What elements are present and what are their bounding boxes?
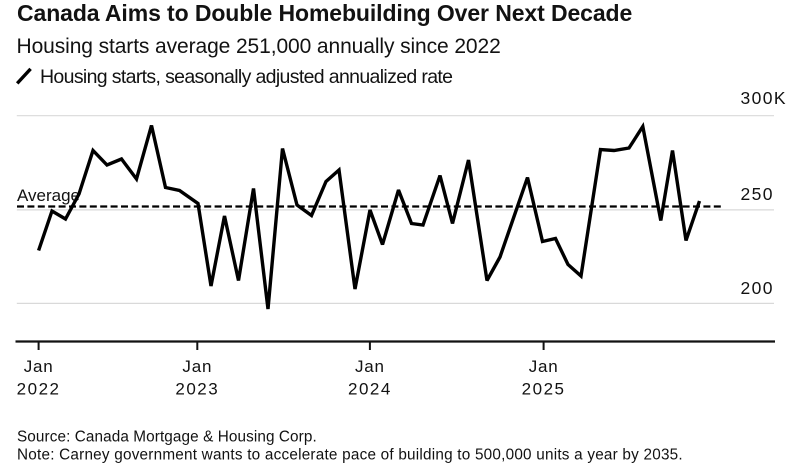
svg-text:Note: Carney government wants: Note: Carney government wants to acceler… (17, 446, 683, 463)
svg-text:2022: 2022 (17, 379, 61, 398)
svg-text:Source: Canada Mortgage & Hous: Source: Canada Mortgage & Housing Corp. (17, 429, 317, 446)
svg-text:Average: Average (17, 186, 80, 205)
svg-text:200: 200 (741, 278, 774, 298)
svg-text:2023: 2023 (175, 379, 219, 398)
svg-text:Jan: Jan (355, 357, 385, 376)
svg-text:Jan: Jan (182, 357, 212, 376)
svg-text:2024: 2024 (348, 379, 392, 398)
svg-text:Canada Aims to Double Homebuil: Canada Aims to Double Homebuilding Over … (17, 0, 632, 26)
svg-text:2025: 2025 (522, 379, 566, 398)
svg-text:Housing starts average 251,000: Housing starts average 251,000 annually … (17, 35, 501, 58)
svg-text:Jan: Jan (529, 357, 559, 376)
svg-text:Housing starts, seasonally adj: Housing starts, seasonally adjusted annu… (40, 66, 452, 88)
svg-text:Jan: Jan (24, 357, 54, 376)
svg-text:300K: 300K (741, 88, 787, 108)
svg-text:250: 250 (741, 184, 774, 204)
